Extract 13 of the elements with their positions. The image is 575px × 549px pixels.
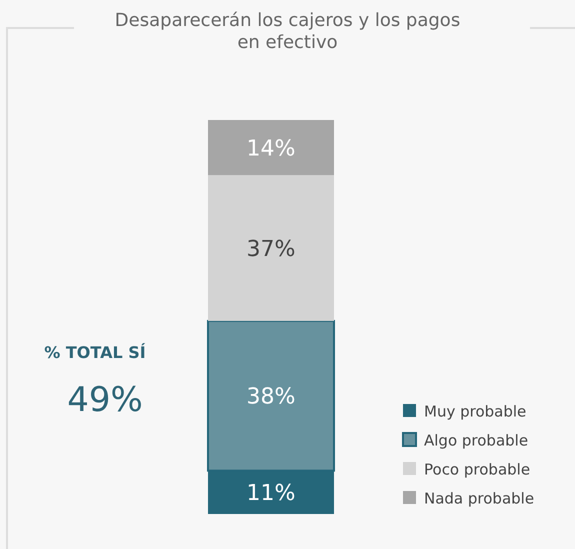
chart-title: Desaparecerán los cajeros y los pagos en efectivo xyxy=(114,10,460,53)
text: % TOTAL SÍ xyxy=(44,343,146,362)
legend-label: Muy probable xyxy=(424,402,526,420)
data-label: 11% xyxy=(246,481,296,506)
data-label: 38% xyxy=(246,384,296,410)
text: 49% xyxy=(67,380,143,420)
bar xyxy=(208,175,334,321)
legend-label: Poco probable xyxy=(424,460,530,478)
data-label: 37% xyxy=(246,236,296,262)
bar xyxy=(208,120,334,176)
legend-label: Algo probable xyxy=(424,431,528,450)
data-label: 14% xyxy=(246,136,296,162)
legend-label: Nada probable xyxy=(424,489,534,508)
